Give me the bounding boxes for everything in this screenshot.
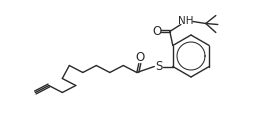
Text: NH: NH: [178, 16, 194, 27]
Text: O: O: [135, 51, 144, 64]
Text: O: O: [152, 25, 161, 38]
Text: S: S: [155, 60, 163, 73]
